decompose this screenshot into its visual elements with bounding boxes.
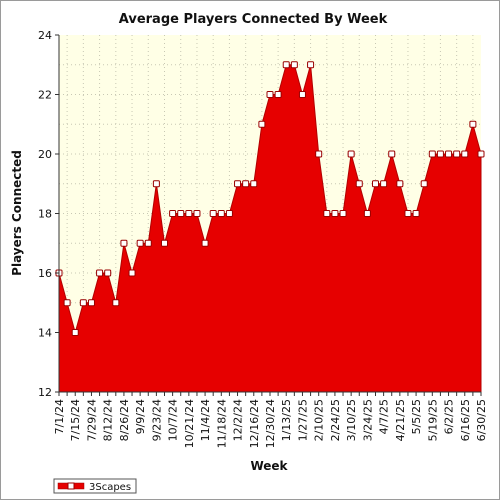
x-tick-label: 8/26/24 bbox=[118, 399, 131, 441]
legend-label-3scapes: 3Scapes bbox=[89, 482, 131, 493]
x-tick-label: 3/24/25 bbox=[361, 399, 374, 441]
data-point-marker bbox=[250, 180, 258, 188]
data-point-marker bbox=[290, 61, 298, 69]
y-tick-label: 18 bbox=[38, 208, 52, 221]
data-point-marker bbox=[242, 180, 250, 188]
data-point-marker bbox=[436, 150, 444, 158]
data-point-marker bbox=[79, 299, 87, 307]
data-point-marker bbox=[112, 299, 120, 307]
x-tick-label: 7/1/24 bbox=[53, 399, 66, 434]
data-point-marker bbox=[87, 299, 95, 307]
data-point-marker bbox=[274, 91, 282, 98]
x-axis-title: Week bbox=[250, 459, 288, 473]
data-point-marker bbox=[258, 120, 266, 128]
y-tick-label: 24 bbox=[38, 29, 52, 42]
x-tick-label: 12/2/24 bbox=[232, 399, 245, 441]
y-tick-label: 12 bbox=[38, 386, 52, 399]
x-tick-label: 7/29/24 bbox=[85, 399, 98, 441]
marker-layer bbox=[55, 61, 485, 336]
x-tick-label: 2/10/25 bbox=[313, 399, 326, 441]
x-tick-label: 1/13/25 bbox=[280, 399, 293, 441]
data-point-marker bbox=[380, 180, 388, 188]
x-tick-label: 11/4/24 bbox=[199, 399, 212, 441]
x-tick-label: 12/16/24 bbox=[248, 399, 261, 448]
area-series-3scapes bbox=[58, 64, 482, 393]
legend-marker bbox=[67, 482, 75, 490]
x-tick-label: 10/21/24 bbox=[183, 399, 196, 448]
data-point-marker bbox=[177, 210, 185, 217]
x-tick-label: 5/5/25 bbox=[410, 399, 423, 434]
x-tick-label: 4/7/25 bbox=[378, 399, 391, 434]
y-tick-label: 14 bbox=[38, 327, 52, 340]
data-point-marker bbox=[412, 210, 420, 217]
data-point-marker bbox=[169, 210, 177, 217]
data-point-marker bbox=[469, 120, 477, 128]
x-tick-label: 2/24/25 bbox=[329, 399, 342, 441]
x-tick-label: 6/30/25 bbox=[475, 399, 488, 441]
data-point-marker bbox=[63, 299, 71, 307]
data-point-marker bbox=[225, 210, 233, 217]
data-point-marker bbox=[331, 210, 339, 217]
data-point-marker bbox=[120, 239, 128, 247]
y-tick-label: 22 bbox=[38, 89, 52, 102]
chart-title: Average Players Connected By Week bbox=[119, 12, 388, 27]
data-point-marker bbox=[445, 150, 453, 158]
x-tick-label: 6/16/25 bbox=[459, 399, 472, 441]
x-tick-label: 3/10/25 bbox=[345, 399, 358, 441]
data-point-marker bbox=[388, 150, 396, 158]
data-point-marker bbox=[185, 210, 193, 217]
data-point-marker bbox=[339, 210, 347, 217]
x-tick-label: 6/2/25 bbox=[443, 399, 456, 434]
data-point-marker bbox=[323, 210, 331, 217]
data-point-marker bbox=[363, 210, 371, 217]
data-point-marker bbox=[71, 329, 79, 336]
data-point-marker bbox=[461, 150, 469, 158]
x-tick-label: 4/21/25 bbox=[394, 399, 407, 441]
data-point-marker bbox=[209, 210, 217, 217]
x-tick-label: 9/9/24 bbox=[134, 399, 147, 434]
data-point-marker bbox=[217, 210, 225, 217]
x-tick-label: 8/12/24 bbox=[102, 399, 115, 441]
x-tick-label: 7/15/24 bbox=[69, 399, 82, 441]
data-point-marker bbox=[372, 180, 379, 188]
data-point-marker bbox=[201, 239, 209, 247]
y-tick-label: 16 bbox=[38, 267, 52, 280]
data-point-marker bbox=[282, 61, 290, 69]
data-point-marker bbox=[234, 180, 242, 188]
data-point-marker bbox=[104, 269, 112, 277]
x-tick-label: 12/30/24 bbox=[264, 399, 277, 448]
data-point-marker bbox=[307, 61, 315, 69]
data-point-marker bbox=[128, 269, 136, 277]
data-point-marker bbox=[477, 150, 485, 158]
x-tick-label: 5/19/25 bbox=[426, 399, 439, 441]
data-point-marker bbox=[161, 239, 168, 247]
x-tick-label: 11/18/24 bbox=[215, 399, 228, 448]
data-point-marker bbox=[355, 180, 363, 188]
data-point-marker bbox=[404, 210, 412, 217]
data-point-marker bbox=[420, 180, 428, 188]
data-point-marker bbox=[453, 150, 461, 158]
y-tick-label: 20 bbox=[38, 148, 52, 161]
data-point-marker bbox=[96, 269, 104, 277]
data-point-marker bbox=[266, 91, 274, 98]
data-point-marker bbox=[144, 239, 152, 247]
data-point-marker bbox=[428, 150, 436, 158]
y-tick-labels: 12 14 16 18 20 22 24 bbox=[38, 29, 59, 399]
data-point-marker bbox=[193, 210, 201, 217]
data-point-marker bbox=[315, 150, 323, 158]
data-point-marker bbox=[347, 150, 355, 158]
data-point-marker bbox=[152, 180, 160, 188]
x-tick-label: 1/27/25 bbox=[296, 399, 309, 441]
legend: 3Scapes bbox=[53, 478, 137, 494]
x-tick-label: 9/23/24 bbox=[150, 399, 163, 441]
data-point-marker bbox=[136, 239, 144, 247]
data-point-marker bbox=[298, 91, 306, 98]
x-tick-labels: 7/1/24 7/15/24 7/29/24 8/12/24 8/26/24 9/9/24… bbox=[53, 392, 488, 448]
data-point-marker bbox=[396, 180, 404, 188]
y-axis-title: Players Connected bbox=[10, 150, 24, 276]
x-tick-label: 10/7/24 bbox=[167, 399, 180, 441]
